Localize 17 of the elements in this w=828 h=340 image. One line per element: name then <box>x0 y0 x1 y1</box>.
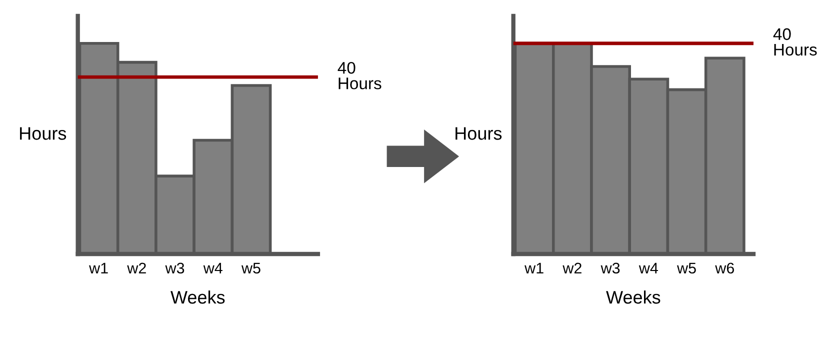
x-tick-label: w1 <box>524 262 544 274</box>
x-tick-label: w2 <box>127 262 146 274</box>
x-tick-label: w5 <box>676 262 696 274</box>
x-tick-label: w2 <box>562 262 582 274</box>
x-tick-label: w4 <box>203 262 222 274</box>
y-axis-title: Hours <box>456 127 502 140</box>
x-tick-label: w5 <box>241 262 260 274</box>
x-tick-label: w4 <box>638 262 658 274</box>
ref-line-label: 40 Hours <box>773 28 817 56</box>
x-tick-label: w3 <box>600 262 620 274</box>
x-tick-label: w6 <box>715 262 734 274</box>
x-tick-label: w3 <box>165 262 184 274</box>
y-axis-title: Hours <box>20 127 66 140</box>
x-tick-label: w1 <box>89 262 108 274</box>
ref-line-label: 40 Hours <box>338 62 382 90</box>
x-axis-title: Weeks <box>170 290 225 304</box>
x-axis-title: Weeks <box>606 290 660 304</box>
